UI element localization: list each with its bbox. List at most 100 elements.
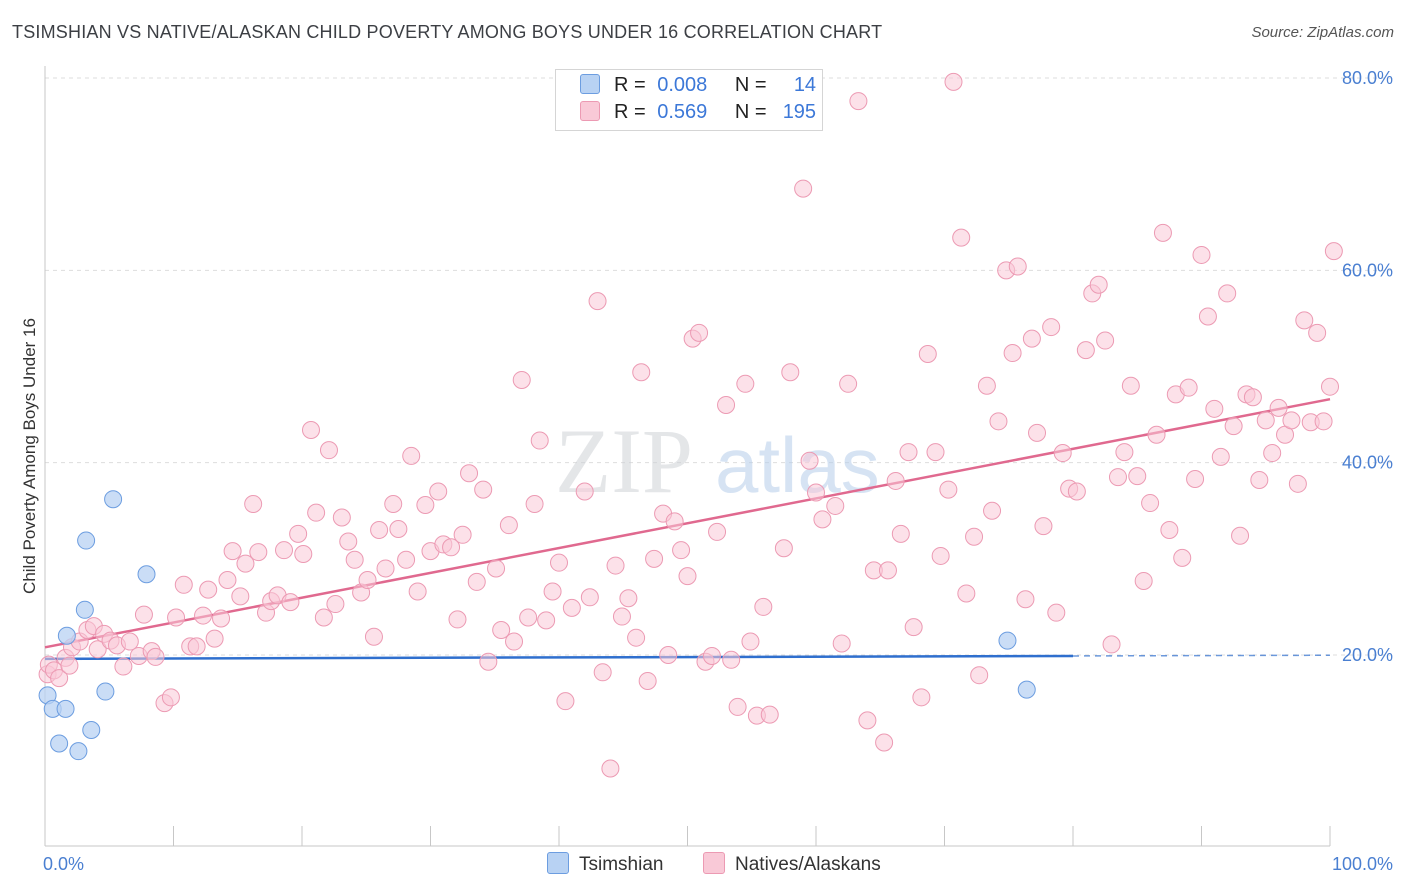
natives-point (1173, 548, 1192, 567)
natives-point (965, 527, 984, 546)
natives-point (114, 657, 133, 676)
natives-point (858, 711, 877, 730)
natives-point (1028, 423, 1047, 442)
natives-point (301, 420, 320, 439)
natives-point (134, 605, 153, 624)
natives-point (672, 541, 691, 560)
natives-point (402, 446, 421, 465)
y-tick-label: 20.0% (1342, 645, 1393, 665)
natives-point (575, 482, 594, 501)
natives-point (1160, 520, 1179, 539)
natives-point (556, 692, 575, 711)
natives-point (952, 228, 971, 247)
natives-point (1153, 223, 1172, 242)
natives-point (370, 520, 389, 539)
y-axis-title: Child Poverty Among Boys Under 16 (20, 318, 39, 594)
natives-point (601, 759, 620, 778)
tsimshian-legend-swatch (547, 852, 569, 874)
natives-point (1053, 444, 1072, 463)
bottom-legend-natives: Natives/Alaskans (703, 852, 881, 876)
natives-point (1128, 467, 1147, 486)
natives-n-value: 195 (782, 101, 817, 123)
natives-point (944, 72, 963, 91)
natives-point (120, 632, 139, 651)
natives-point (1288, 474, 1307, 493)
natives-point (212, 609, 231, 628)
natives-point (619, 589, 638, 608)
natives-point (722, 650, 741, 669)
tsimshian-trend-extension (1072, 654, 1331, 657)
natives-point (174, 575, 193, 594)
natives-point (1089, 275, 1108, 294)
natives-point (1308, 323, 1327, 342)
natives-point (736, 374, 755, 393)
natives-point (244, 495, 263, 514)
source-credit: Source: ZipAtlas.com (1251, 24, 1394, 41)
natives-point (645, 549, 664, 568)
tsimshian-point (56, 699, 75, 718)
natives-point (891, 524, 910, 543)
natives-point (1192, 245, 1211, 264)
axes (44, 66, 1331, 847)
natives-point (1218, 284, 1237, 303)
natives-point (717, 395, 736, 414)
natives-point (939, 480, 958, 499)
r-label: R = (614, 74, 646, 96)
natives-point (1321, 377, 1339, 396)
natives-point (345, 550, 364, 569)
natives-point (728, 697, 747, 716)
natives-point (389, 520, 408, 539)
tsimshian-point (998, 631, 1017, 650)
natives-point (826, 496, 845, 515)
natives-point (1186, 470, 1205, 489)
natives-point (1205, 399, 1224, 418)
natives-point (781, 363, 800, 382)
natives-point (760, 705, 779, 724)
natives-point (50, 669, 69, 688)
natives-point (1115, 443, 1134, 462)
natives-point (307, 503, 326, 522)
natives-r-value: 0.569 (657, 101, 708, 123)
legend-row-natives: R = 0.569 N = 195 (580, 101, 816, 127)
natives-point (314, 608, 333, 627)
natives-point (1224, 417, 1243, 436)
natives-point (931, 546, 950, 565)
tsimshian-point (69, 742, 88, 761)
natives-point (977, 376, 996, 395)
natives-point (741, 632, 760, 651)
natives-point (218, 570, 237, 589)
natives-point (384, 495, 403, 514)
natives-point (519, 608, 538, 627)
natives-point (543, 582, 562, 601)
tsimshian-n-value: 14 (793, 74, 817, 96)
legend-row-tsimshian: R = 0.008 N = 14 (580, 74, 816, 100)
natives-point (60, 656, 79, 675)
natives-point (1295, 311, 1314, 330)
tsimshian-point (75, 600, 94, 619)
natives-point (1141, 494, 1160, 513)
natives-point (1102, 635, 1121, 654)
natives-point (754, 597, 773, 616)
natives-point (886, 471, 905, 490)
tsimshian-point (96, 682, 115, 701)
stats-legend: R = 0.008 N = 14 R = 0.569 N = 195 (555, 69, 823, 131)
natives-point (606, 556, 625, 575)
natives-legend-swatch (703, 852, 725, 874)
natives-point (326, 595, 345, 614)
natives-point (231, 587, 250, 606)
natives-point (774, 539, 793, 558)
natives-point (832, 634, 851, 653)
natives-point (580, 588, 599, 607)
natives-point (453, 525, 472, 544)
natives-point (249, 543, 268, 562)
natives-point (1231, 526, 1250, 545)
watermark-atlas: atlas (715, 421, 880, 509)
natives-point (983, 501, 1002, 520)
natives-point (505, 632, 524, 651)
natives-point (332, 508, 351, 527)
natives-point (199, 580, 218, 599)
x-tick-label-min: 0.0% (43, 854, 84, 874)
natives-point (408, 582, 427, 601)
n-label: N = (734, 74, 767, 96)
tsimshian-point (82, 721, 101, 740)
